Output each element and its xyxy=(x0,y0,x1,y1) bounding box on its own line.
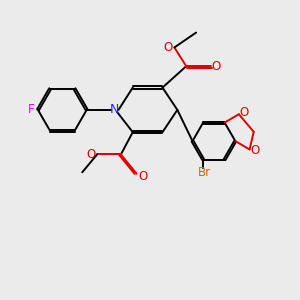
Text: O: O xyxy=(138,170,147,183)
Text: O: O xyxy=(240,106,249,119)
Text: O: O xyxy=(86,148,95,161)
Text: O: O xyxy=(212,60,221,73)
Text: Br: Br xyxy=(198,166,211,178)
Text: F: F xyxy=(28,103,35,116)
Text: O: O xyxy=(250,144,260,158)
Text: O: O xyxy=(163,41,172,54)
Text: N: N xyxy=(110,103,120,116)
